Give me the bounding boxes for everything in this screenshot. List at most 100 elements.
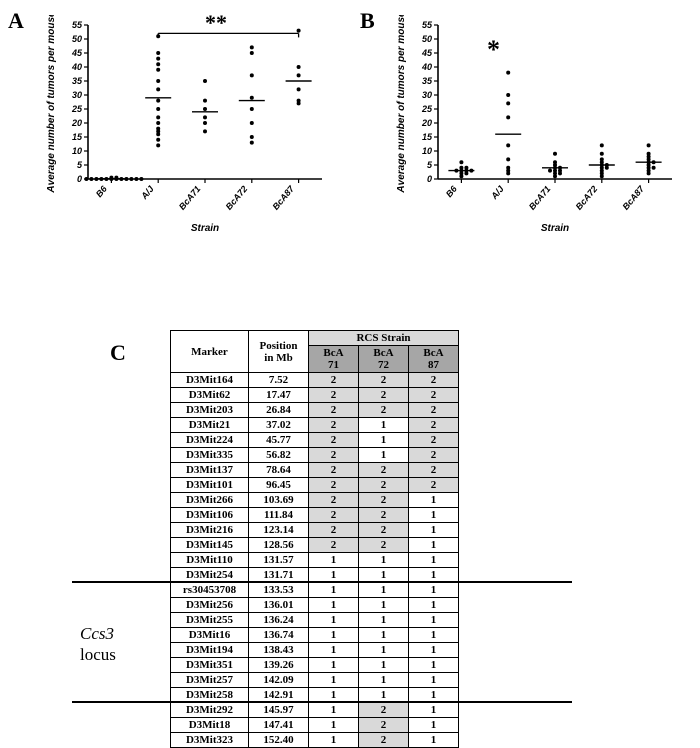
table-row: D3Mit292145.97121	[171, 703, 459, 718]
panel-b-label: B	[360, 8, 375, 34]
cell-val: 2	[359, 403, 409, 418]
cell-val: 1	[309, 553, 359, 568]
table-row: D3Mit216123.14221	[171, 523, 459, 538]
cell-marker: D3Mit351	[171, 658, 249, 673]
locus-bar-top	[72, 581, 572, 583]
cell-val: 2	[409, 478, 459, 493]
rcs-table: MarkerPositionin MbRCS StrainBcA71BcA72B…	[170, 330, 570, 748]
cell-val: 2	[309, 523, 359, 538]
cell-val: 2	[309, 403, 359, 418]
cell-marker: D3Mit21	[171, 418, 249, 433]
chart-a: 0510152025303540455055Average number of …	[40, 15, 330, 235]
cell-val: 1	[359, 598, 409, 613]
svg-text:0: 0	[427, 174, 432, 184]
cell-val: 2	[309, 418, 359, 433]
cell-val: 1	[409, 613, 459, 628]
svg-text:50: 50	[72, 34, 82, 44]
svg-text:BcA71: BcA71	[527, 184, 553, 212]
cell-marker: D3Mit203	[171, 403, 249, 418]
table-row: D3Mit145128.56221	[171, 538, 459, 553]
table-row: D3Mit194138.43111	[171, 643, 459, 658]
cell-val: 2	[359, 508, 409, 523]
cell-val: 1	[359, 673, 409, 688]
cell-marker: D3Mit18	[171, 718, 249, 733]
cell-val: 1	[409, 658, 459, 673]
chart-b: 0510152025303540455055Average number of …	[390, 15, 680, 235]
table-row: D3Mit1647.52222	[171, 373, 459, 388]
table-row: rs30453708133.53111	[171, 583, 459, 598]
cell-val: 1	[409, 643, 459, 658]
cell-val: 1	[359, 583, 409, 598]
cell-val: 2	[359, 388, 409, 403]
table-row: D3Mit10196.45222	[171, 478, 459, 493]
cell-marker: D3Mit256	[171, 598, 249, 613]
cell-marker: D3Mit194	[171, 643, 249, 658]
cell-val: 2	[409, 448, 459, 463]
svg-text:50: 50	[422, 34, 432, 44]
svg-text:BcA72: BcA72	[224, 184, 250, 212]
cell-pos: 123.14	[249, 523, 309, 538]
cell-val: 1	[409, 538, 459, 553]
locus-bar-bottom	[72, 701, 572, 703]
cell-pos: 56.82	[249, 448, 309, 463]
svg-text:5: 5	[77, 160, 83, 170]
svg-text:A/J: A/J	[138, 183, 156, 202]
cell-val: 1	[409, 703, 459, 718]
cell-val: 1	[359, 553, 409, 568]
svg-text:55: 55	[422, 20, 433, 30]
cell-pos: 147.41	[249, 718, 309, 733]
svg-text:A/J: A/J	[488, 183, 506, 202]
cell-marker: D3Mit106	[171, 508, 249, 523]
cell-val: 1	[309, 598, 359, 613]
cell-val: 2	[409, 403, 459, 418]
cell-val: 2	[359, 703, 409, 718]
svg-text:40: 40	[421, 62, 432, 72]
svg-text:20: 20	[421, 118, 432, 128]
th-marker: Marker	[171, 331, 249, 373]
table-row: D3Mit110131.57111	[171, 553, 459, 568]
table-row: D3Mit351139.26111	[171, 658, 459, 673]
svg-text:10: 10	[72, 146, 82, 156]
cell-val: 2	[309, 493, 359, 508]
cell-pos: 145.97	[249, 703, 309, 718]
cell-marker: D3Mit255	[171, 613, 249, 628]
panel-a-label: A	[8, 8, 24, 34]
th-bca72: BcA72	[359, 346, 409, 373]
table-row: D3Mit20326.84222	[171, 403, 459, 418]
cell-val: 2	[359, 538, 409, 553]
svg-text:Average number of tumors per m: Average number of tumors per mouse	[46, 15, 57, 194]
ccs3-locus-label: Ccs3locus	[80, 623, 116, 666]
cell-val: 2	[409, 463, 459, 478]
cell-val: 1	[309, 583, 359, 598]
cell-val: 2	[309, 373, 359, 388]
table-row: D3Mit106111.84221	[171, 508, 459, 523]
cell-val: 1	[409, 583, 459, 598]
cell-val: 1	[359, 628, 409, 643]
cell-val: 1	[309, 628, 359, 643]
cell-pos: 131.57	[249, 553, 309, 568]
cell-val: 1	[409, 718, 459, 733]
cell-val: 2	[309, 478, 359, 493]
svg-text:5: 5	[427, 160, 433, 170]
cell-marker: rs30453708	[171, 583, 249, 598]
table-row: D3Mit13778.64222	[171, 463, 459, 478]
cell-val: 1	[309, 613, 359, 628]
cell-pos: 103.69	[249, 493, 309, 508]
svg-text:45: 45	[421, 48, 433, 58]
cell-pos: 136.74	[249, 628, 309, 643]
cell-marker: D3Mit110	[171, 553, 249, 568]
cell-marker: D3Mit137	[171, 463, 249, 478]
cell-pos: 45.77	[249, 433, 309, 448]
cell-val: 1	[359, 658, 409, 673]
cell-pos: 26.84	[249, 403, 309, 418]
th-pos: Positionin Mb	[249, 331, 309, 373]
svg-text:15: 15	[72, 132, 83, 142]
cell-val: 2	[309, 463, 359, 478]
cell-marker: D3Mit224	[171, 433, 249, 448]
cell-val: 1	[409, 628, 459, 643]
panel-c-label: C	[110, 340, 126, 366]
svg-text:35: 35	[72, 76, 83, 86]
chart-b-sig: *	[487, 35, 500, 65]
table-row: D3Mit16136.74111	[171, 628, 459, 643]
cell-pos: 78.64	[249, 463, 309, 478]
